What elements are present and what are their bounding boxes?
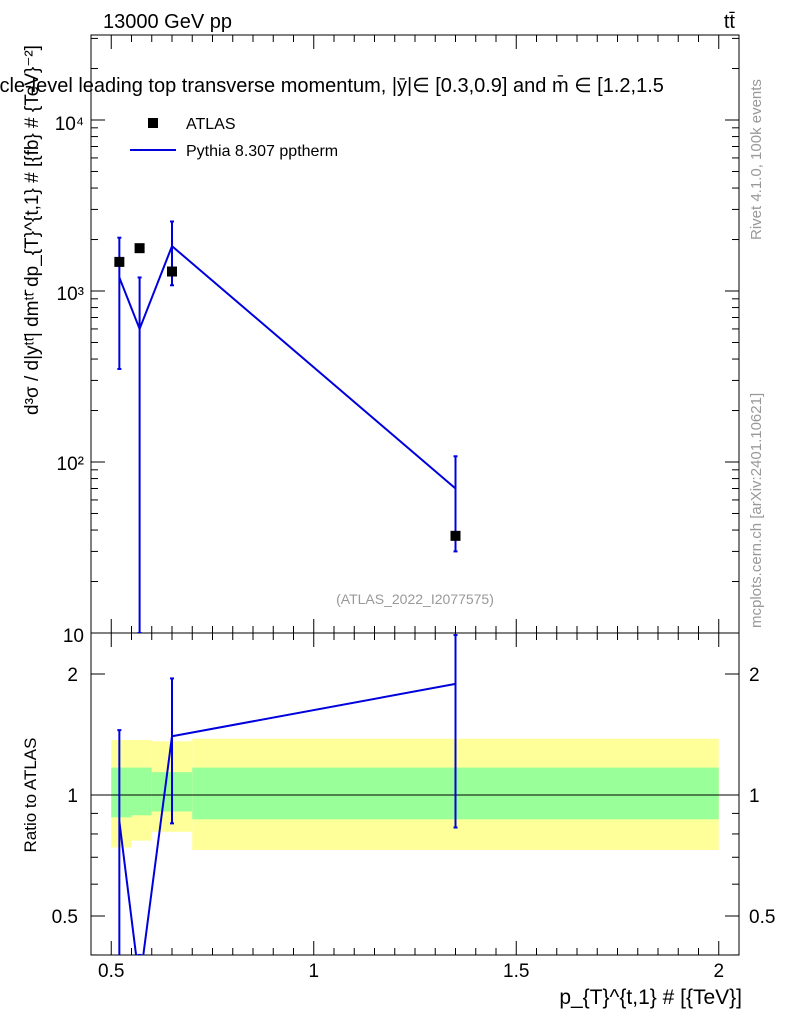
band-green-0 [111,767,132,818]
x-tick-label: 1.5 [503,961,529,982]
x-tick-label: 2 [713,961,724,982]
mc-line [118,244,457,490]
atlas-data-point [167,266,177,277]
legend-atlas-label: ATLAS [186,116,236,133]
ratio-y-tick-label-right: 1 [749,786,760,807]
x-axis-label: p_{T}^{t,1} # [{TeV}] [559,986,742,1009]
y-tick-label-1000: 10³ [57,284,84,305]
x-tick-label: 0.5 [98,961,124,982]
x-tick-label: 1 [308,961,319,982]
ratio-y-tick-label-left: 2 [67,665,78,686]
ratio-y-tick-label-right: 2 [749,665,760,686]
ratio-data [117,634,458,955]
main-data [114,220,461,633]
atlas-data-point [114,256,125,267]
ratio-y-tick-label-left: 0.5 [52,907,78,928]
analysis-watermark: (ATLAS_2022_I2077575) [336,591,494,607]
plot-title: icle-level leading top transverse moment… [0,74,664,97]
ratio-line [118,682,456,955]
axis-ticks [91,35,739,956]
y-tick-label-10000: 10⁴ [55,114,84,135]
legend-atlas-marker [148,118,158,128]
x-tick-labels: 0.5 1 1.5 2 [98,961,724,982]
header-left: 13000 GeV pp [103,11,232,33]
atlas-data-point [450,530,461,541]
ratio-y-tick-labels: 0.5 0.5 1 1 2 2 [52,665,776,928]
ratio-bands [111,738,719,850]
side-label-mcplots: mcplots.cern.ch [arXiv:2401.10621] [748,393,765,628]
ratio-y-axis-label: Ratio to ATLAS [21,738,40,853]
header-right: tt̄ [724,11,736,33]
band-green-1 [131,767,152,816]
side-label-rivet: Rivet 4.1.0, 100k events [748,79,765,240]
legend-pythia-label: Pythia 8.307 pptherm [186,143,338,160]
atlas-data-point [134,243,145,254]
ratio-y-tick-label-left: 1 [67,786,78,807]
y-tick-label-100: 10² [57,454,84,475]
y-axis-label: d³σ / d|yᵗᵗ̄| dmᵗᵗ̄ dp_{T}^{t,1} # [{fb}… [22,45,43,415]
ratio-y-tick-label-right: 0.5 [749,907,775,928]
y-tick-label-10: 10 [63,626,84,647]
